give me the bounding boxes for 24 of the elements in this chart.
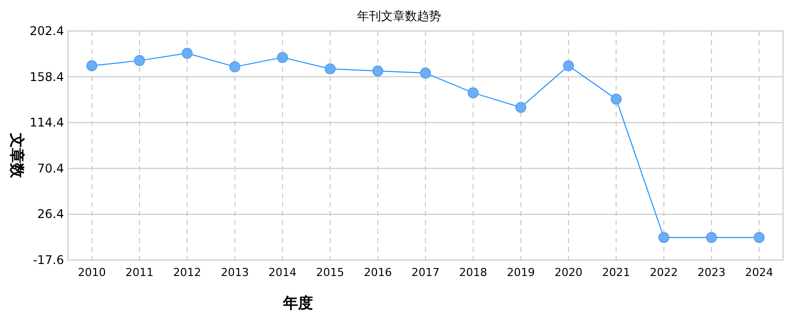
- y-tick-label: -17.6: [32, 253, 64, 267]
- y-tick-label: 26.4: [37, 207, 64, 222]
- x-tick-label: 2018: [459, 266, 488, 279]
- x-tick-label: 2013: [220, 266, 249, 279]
- x-tick-label: 2017: [412, 266, 440, 279]
- x-tick-label: 2015: [316, 266, 344, 279]
- y-tick-label: 158.4: [30, 70, 64, 84]
- y-tick-label: 70.4: [37, 161, 64, 176]
- x-tick-label: 2024: [745, 266, 774, 279]
- x-axis-title: 年度: [282, 294, 313, 312]
- x-tick-label: 2021: [602, 266, 630, 279]
- x-tick-label: 2022: [650, 266, 678, 279]
- x-tick-label: 2019: [506, 266, 535, 279]
- y-tick-label: 202.4: [30, 24, 64, 38]
- x-tick-label: 2023: [698, 266, 726, 279]
- x-tick-label: 2020: [554, 266, 582, 279]
- x-tick-label: 2011: [126, 266, 154, 279]
- x-tick-label: 2010: [78, 266, 106, 279]
- chart-title: 年刊文章数趋势: [357, 9, 441, 23]
- x-tick-label: 2016: [364, 266, 392, 279]
- x-tick-label: 2014: [268, 266, 296, 279]
- x-tick-label: 2012: [173, 266, 202, 279]
- y-tick-label: 114.4: [30, 116, 64, 130]
- y-axis-title: 文章数: [8, 132, 26, 179]
